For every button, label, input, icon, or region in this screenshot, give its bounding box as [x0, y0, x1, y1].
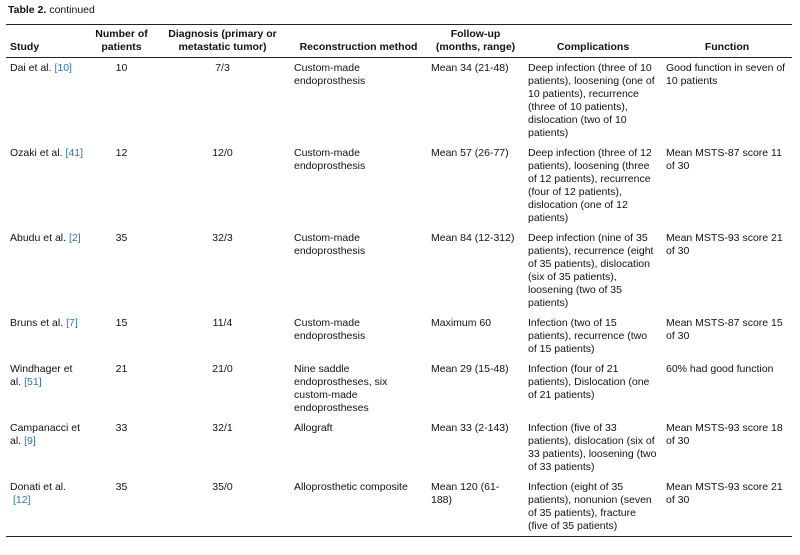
column-header: Reconstruction method [299, 41, 418, 53]
study-name: Abudu et al. [10, 232, 67, 244]
study-name: Ozaki et al. [10, 147, 63, 159]
table-cell: Mean 84 (12-312) [431, 232, 515, 244]
table-cell: 32/1 [212, 422, 233, 434]
table-cell: Deep infection (three of 12 patients), l… [528, 147, 652, 224]
caption-label: Table 2. [8, 4, 47, 16]
table-cell: 12/0 [212, 147, 233, 159]
table-cell: 21 [115, 363, 128, 375]
reference-link: [51] [24, 376, 42, 388]
table-cell: Mean MSTS-87 score 11 of 30 [666, 147, 782, 172]
column-header: Diagnosis (primary or metastatic tumor) [168, 28, 277, 53]
caption: Table 2. continued [8, 4, 95, 16]
table-cell: 35 [115, 232, 128, 244]
table-cell: Good function in seven of 10 patients [666, 62, 786, 87]
table-cell: 7/3 [215, 62, 230, 74]
table-cell: Nine saddle endoprostheses, six custom-m… [294, 363, 388, 414]
table-body: Dai et al. [10] 10 7/3 Custom-made endoprost… [6, 58, 792, 537]
table-row: Ozaki et al. [41] 12 12/0 Custom-made endopr… [6, 143, 792, 228]
table-cell: Allograft [294, 422, 333, 434]
table-cell: Mean 29 (15-48) [431, 363, 509, 375]
table-row: Campanacci et al. [9] 33 32/1 Allograft Mean … [6, 418, 792, 477]
table-cell: 15 [115, 317, 128, 329]
table-cell: Infection (five of 33 patients), disloca… [528, 422, 657, 473]
study-cell: Windhager et al. [51] [6, 359, 88, 418]
study-cell: Dai et al. [10] [6, 58, 88, 144]
table-row: Donati et al.[12] 35 35/0 Alloprosthetic co… [6, 477, 792, 537]
table-head: Study Number of patients Diagnosis (primar… [6, 24, 792, 58]
table-cell: Maximum 60 [431, 317, 492, 329]
table-cell: Alloprosthetic composite [294, 481, 408, 493]
header-row: Study Number of patients Diagnosis (primar… [6, 24, 792, 58]
table-cell: 35/0 [212, 481, 233, 493]
table-cell: Custom-made endoprosthesis [294, 317, 366, 342]
table-cell: 11/4 [212, 317, 233, 329]
table-cell: Deep infection (three of 10 patients), l… [528, 62, 655, 139]
reference-link: [2] [69, 232, 81, 244]
column-header: Complications [556, 41, 630, 53]
study-cell: Campanacci et al. [9] [6, 418, 88, 477]
table-cell: 10 [115, 62, 128, 74]
table-cell: 21/0 [212, 363, 233, 375]
table-cell: Mean MSTS-93 score 21 of 30 [666, 481, 783, 506]
table-cell: Custom-made endoprosthesis [294, 62, 366, 87]
table-cell: 60% had good function [666, 363, 774, 375]
reference-link: [9] [24, 435, 36, 447]
column-header: Number of patients [95, 28, 148, 53]
table-cell: Mean MSTS-87 score 15 of 30 [666, 317, 783, 342]
study-cell: Bruns et al. [7] [6, 313, 88, 359]
study-name: Bruns et al. [10, 317, 64, 329]
table-cell: Deep infection (nine of 35 patients), re… [528, 232, 654, 309]
table-cell: Custom-made endoprosthesis [294, 232, 366, 257]
study-cell: Abudu et al. [2] [6, 228, 88, 313]
column-header: Follow-up (months, range) [435, 28, 516, 53]
table-cell: 12 [115, 147, 128, 159]
table-cell: 33 [115, 422, 128, 434]
table-cell: Mean 57 (26-77) [431, 147, 509, 159]
table-cell: 35 [115, 481, 128, 493]
table-cell: Infection (two of 15 patients), recurren… [528, 317, 648, 355]
table-row: Windhager et al. [51] 21 21/0 Nine saddle en… [6, 359, 792, 418]
study-cell: Ozaki et al. [41] [6, 143, 88, 228]
study-name: Windhager et al. [10, 363, 73, 388]
table-row: Bruns et al. [7] 15 11/4 Custom-made endopro… [6, 313, 792, 359]
reference-link: [7] [66, 317, 78, 329]
table-row: Dai et al. [10] 10 7/3 Custom-made endoprost… [6, 58, 792, 144]
table-cell: Infection (four of 21 patients), Disloca… [528, 363, 650, 401]
study-name: Dai et al. [10, 62, 52, 74]
table-cell: Custom-made endoprosthesis [294, 147, 366, 172]
reference-link: [41] [65, 147, 84, 159]
column-header: Function [704, 41, 750, 53]
reference-link: [10] [54, 62, 72, 74]
column-header: Study [10, 41, 40, 53]
table-row: Abudu et al. [2] 35 32/3 Custom-made endopro… [6, 228, 792, 313]
table-cell: Mean 33 (2-143) [431, 422, 509, 434]
study-cell: Donati et al.[12] [6, 477, 88, 537]
table: Study Number of patients Diagnosis (primar… [6, 24, 792, 537]
study-name: Donati et al. [10, 481, 67, 493]
table-cell: Mean MSTS-93 score 21 of 30 [666, 232, 783, 257]
table-cell: Mean MSTS-93 score 18 of 30 [666, 422, 783, 447]
table-cell: 32/3 [212, 232, 233, 244]
reference-link: [12] [13, 494, 31, 506]
caption-text: continued [49, 4, 95, 16]
table-cell: Infection (eight of 35 patients), nonuni… [528, 481, 652, 532]
table-cell: Mean 34 (21-48) [431, 62, 509, 74]
study-name: Campanacci et al. [10, 422, 81, 447]
table-cell: Mean 120 (61-188) [431, 481, 500, 506]
